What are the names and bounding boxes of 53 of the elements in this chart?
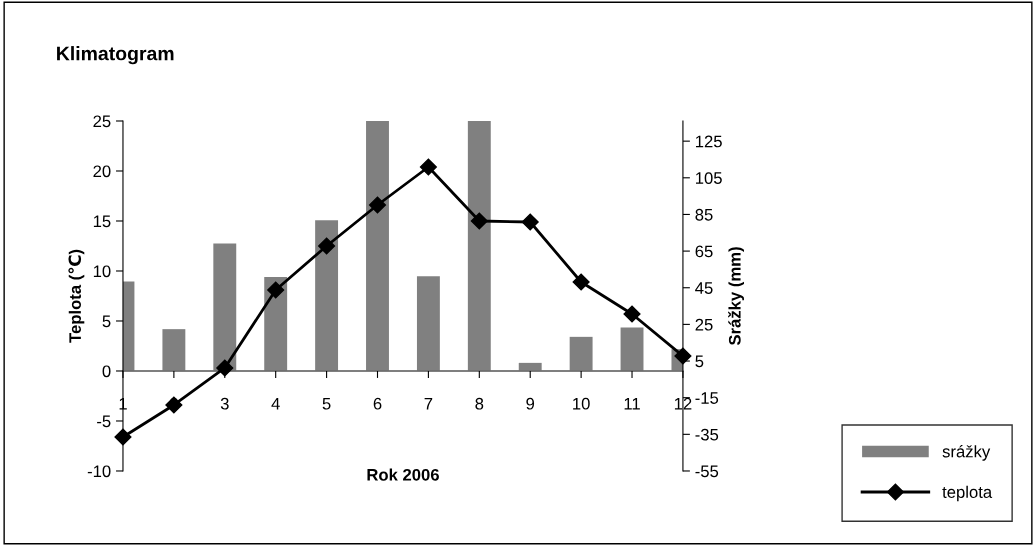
x-tick-label: 6 (373, 397, 382, 410)
legend-label: srážky (942, 445, 991, 461)
y2-tick-label: -15 (695, 392, 719, 404)
y2-tick-label: 45 (695, 282, 713, 294)
bar (467, 120, 491, 371)
y2-tick-label: 5 (695, 355, 704, 368)
legend-label: teplota (942, 485, 993, 502)
y2-tick-label: 25 (695, 318, 713, 331)
point (368, 196, 387, 214)
y-tick-label: -5 (97, 415, 111, 428)
x-tick-label: 9 (526, 397, 535, 410)
point (674, 347, 692, 365)
point (216, 359, 234, 377)
bar (315, 220, 339, 371)
y-tick-label: 15 (93, 215, 111, 228)
bar (213, 243, 237, 371)
y-tick-label: 0 (102, 365, 111, 378)
y-tick-label: 20 (93, 165, 111, 178)
x-tick-label: 11 (624, 397, 640, 410)
y2-tick-label: -55 (695, 465, 719, 478)
x-tick-label: 10 (573, 397, 590, 410)
y-axis-title: Teplota (℃) (68, 249, 85, 343)
point (470, 212, 488, 230)
y2-tick-label: -35 (695, 428, 719, 441)
bar (569, 336, 593, 371)
bar (620, 327, 644, 371)
x-tick-label: 7 (424, 397, 433, 410)
y2-tick-label: 125 (696, 135, 722, 148)
x-tick-label: 3 (220, 397, 229, 410)
y-tick-label: 25 (93, 115, 111, 128)
bar (162, 329, 186, 371)
x-axis-title: Rok 2006 (367, 468, 439, 481)
bar (416, 276, 440, 371)
point (267, 281, 285, 299)
y-tick-label: 10 (93, 265, 111, 278)
point (623, 305, 641, 323)
x-tick-label: 4 (271, 397, 280, 410)
chart-title: Klimatogram (57, 46, 174, 65)
point (521, 213, 539, 231)
y2-tick-label: 85 (695, 208, 713, 221)
point (114, 428, 132, 446)
y2-tick-label: 105 (696, 172, 722, 184)
point (318, 237, 336, 255)
x-tick-label: 5 (322, 397, 331, 410)
point (419, 158, 437, 176)
bar (518, 362, 542, 371)
x-tick-label: 8 (475, 397, 484, 410)
y-tick-label: -10 (87, 465, 111, 478)
y2-tick-label: 65 (695, 245, 713, 258)
y2-axis-title: Srážky (mm) (728, 247, 744, 346)
y-tick-label: 5 (102, 315, 111, 328)
point (572, 273, 590, 291)
bar (366, 120, 389, 371)
